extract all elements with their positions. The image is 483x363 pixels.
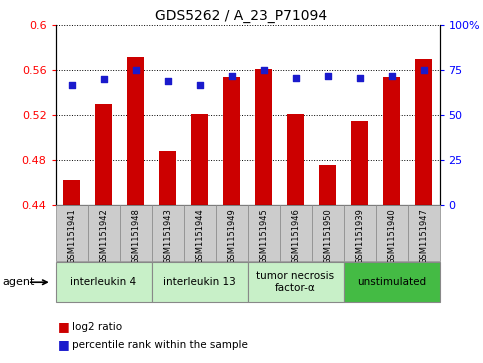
Text: ■: ■ xyxy=(58,320,70,333)
Bar xyxy=(415,59,432,205)
Text: tumor necrosis
factor-α: tumor necrosis factor-α xyxy=(256,272,335,293)
Bar xyxy=(248,262,343,302)
Point xyxy=(355,75,363,81)
Point xyxy=(420,68,427,73)
Text: GSM1151941: GSM1151941 xyxy=(67,208,76,264)
Text: GSM1151942: GSM1151942 xyxy=(99,208,108,264)
Text: GSM1151940: GSM1151940 xyxy=(387,208,396,264)
Point xyxy=(292,75,299,81)
Text: GSM1151943: GSM1151943 xyxy=(163,208,172,264)
Bar xyxy=(351,121,369,205)
Bar xyxy=(95,104,113,205)
Bar xyxy=(280,205,312,261)
Text: interleukin 13: interleukin 13 xyxy=(163,277,236,287)
Text: unstimulated: unstimulated xyxy=(357,277,426,287)
Text: GSM1151946: GSM1151946 xyxy=(291,208,300,264)
Text: ■: ■ xyxy=(58,338,70,351)
Bar xyxy=(255,69,272,205)
Text: GDS5262 / A_23_P71094: GDS5262 / A_23_P71094 xyxy=(156,9,327,23)
Text: GSM1151948: GSM1151948 xyxy=(131,208,140,264)
Point xyxy=(132,68,140,73)
Point xyxy=(388,73,396,79)
Text: agent: agent xyxy=(2,277,35,287)
Bar xyxy=(343,262,440,302)
Bar xyxy=(312,205,343,261)
Point xyxy=(196,82,203,87)
Text: GSM1151950: GSM1151950 xyxy=(323,208,332,264)
Bar xyxy=(56,262,152,302)
Text: GSM1151944: GSM1151944 xyxy=(195,208,204,264)
Bar xyxy=(248,205,280,261)
Bar xyxy=(223,77,241,205)
Bar xyxy=(87,205,120,261)
Text: GSM1151939: GSM1151939 xyxy=(355,208,364,264)
Bar xyxy=(287,114,304,205)
Text: log2 ratio: log2 ratio xyxy=(72,322,123,332)
Point xyxy=(164,78,171,84)
Bar xyxy=(343,205,376,261)
Bar xyxy=(152,205,184,261)
Text: GSM1151949: GSM1151949 xyxy=(227,208,236,264)
Bar xyxy=(319,165,336,205)
Bar xyxy=(191,114,208,205)
Point xyxy=(227,73,235,79)
Point xyxy=(324,73,331,79)
Bar xyxy=(120,205,152,261)
Point xyxy=(260,68,268,73)
Bar xyxy=(215,205,248,261)
Text: GSM1151947: GSM1151947 xyxy=(419,208,428,264)
Bar xyxy=(63,180,80,205)
Bar xyxy=(159,151,176,205)
Bar xyxy=(376,205,408,261)
Text: percentile rank within the sample: percentile rank within the sample xyxy=(72,340,248,350)
Bar xyxy=(56,205,87,261)
Text: interleukin 4: interleukin 4 xyxy=(71,277,137,287)
Point xyxy=(99,77,107,82)
Bar xyxy=(152,262,248,302)
Text: GSM1151945: GSM1151945 xyxy=(259,208,268,264)
Bar xyxy=(184,205,215,261)
Bar xyxy=(127,57,144,205)
Bar xyxy=(408,205,440,261)
Bar xyxy=(383,77,400,205)
Point xyxy=(68,82,75,87)
